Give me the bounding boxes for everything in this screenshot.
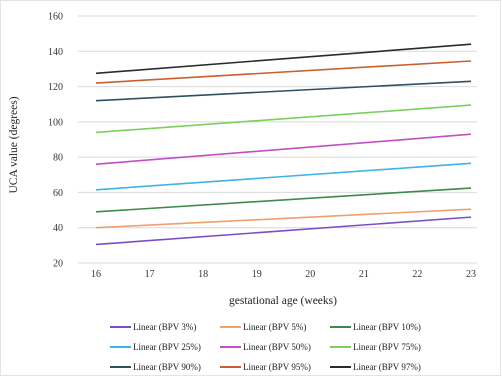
legend: Linear (BPV 3%) Linear (BPV 5%) Linear (BP… <box>110 317 440 377</box>
legend-item: Linear (BPV 5%) <box>220 322 330 332</box>
legend-swatch <box>110 366 131 368</box>
x-tick-label: 22 <box>412 269 422 280</box>
legend-label: Linear (BPV 5%) <box>243 322 307 332</box>
y-tick-label: 120 <box>48 82 63 93</box>
series-line <box>95 208 472 229</box>
legend-item: Linear (BPV 50%) <box>220 342 330 352</box>
series-line <box>95 133 472 165</box>
legend-item: Linear (BPV 10%) <box>330 322 440 332</box>
series-line <box>95 187 472 213</box>
series-line <box>95 104 472 134</box>
legend-swatch <box>110 326 131 328</box>
legend-swatch <box>220 346 241 348</box>
line-chart: 20 40 60 80 100 120 140 160 16 17 18 19 20 21 22 23 ge… <box>8 12 477 307</box>
legend-label: Linear (BPV 50%) <box>243 342 311 352</box>
legend-label: Linear (BPV 97%) <box>353 362 421 372</box>
legend-row: Linear (BPV 3%) Linear (BPV 5%) Linear (BP… <box>110 317 440 337</box>
y-tick-label: 100 <box>48 117 63 128</box>
legend-label: Linear (BPV 75%) <box>353 342 421 352</box>
y-tick-label: 140 <box>48 47 63 58</box>
legend-label: Linear (BPV 10%) <box>353 322 421 332</box>
y-axis-ticks: 20 40 60 80 100 120 140 160 <box>48 12 63 270</box>
series-line <box>95 162 472 191</box>
legend-item: Linear (BPV 25%) <box>110 342 220 352</box>
legend-row: Linear (BPV 25%) Linear (BPV 50%) Linear (… <box>110 337 440 357</box>
legend-row: Linear (BPV 90%) Linear (BPV 95%) Linear (… <box>110 357 440 377</box>
legend-swatch <box>220 326 241 328</box>
y-tick-label: 80 <box>53 153 63 164</box>
y-axis-title: UCA value (degrees) <box>8 96 20 193</box>
legend-item: Linear (BPV 75%) <box>330 342 440 352</box>
series-line <box>95 60 472 84</box>
legend-label: Linear (BPV 3%) <box>133 322 197 332</box>
legend-swatch <box>330 326 351 328</box>
legend-label: Linear (BPV 90%) <box>133 362 201 372</box>
legend-swatch <box>110 346 131 348</box>
x-tick-label: 17 <box>145 269 155 280</box>
x-tick-label: 23 <box>466 269 476 280</box>
x-tick-label: 16 <box>91 269 101 280</box>
legend-item: Linear (BPV 3%) <box>110 322 220 332</box>
legend-item: Linear (BPV 90%) <box>110 362 220 372</box>
y-tick-label: 160 <box>48 12 63 23</box>
legend-item: Linear (BPV 95%) <box>220 362 330 372</box>
y-tick-label: 40 <box>53 223 63 234</box>
legend-swatch <box>330 346 351 348</box>
legend-label: Linear (BPV 25%) <box>133 342 201 352</box>
series-line <box>95 43 472 75</box>
x-tick-label: 20 <box>305 269 315 280</box>
x-tick-label: 19 <box>252 269 262 280</box>
series-line <box>95 216 472 246</box>
x-axis-ticks: 16 17 18 19 20 21 22 23 <box>91 269 476 280</box>
y-tick-label: 60 <box>53 188 63 199</box>
series-lines <box>95 43 472 246</box>
series-line <box>95 80 472 102</box>
legend-label: Linear (BPV 95%) <box>243 362 311 372</box>
y-tick-label: 20 <box>53 259 63 270</box>
x-axis-title: gestational age (weeks) <box>229 295 337 307</box>
legend-swatch <box>330 366 351 368</box>
legend-item: Linear (BPV 97%) <box>330 362 440 372</box>
x-tick-label: 21 <box>359 269 369 280</box>
x-tick-label: 18 <box>198 269 208 280</box>
legend-swatch <box>220 366 241 368</box>
